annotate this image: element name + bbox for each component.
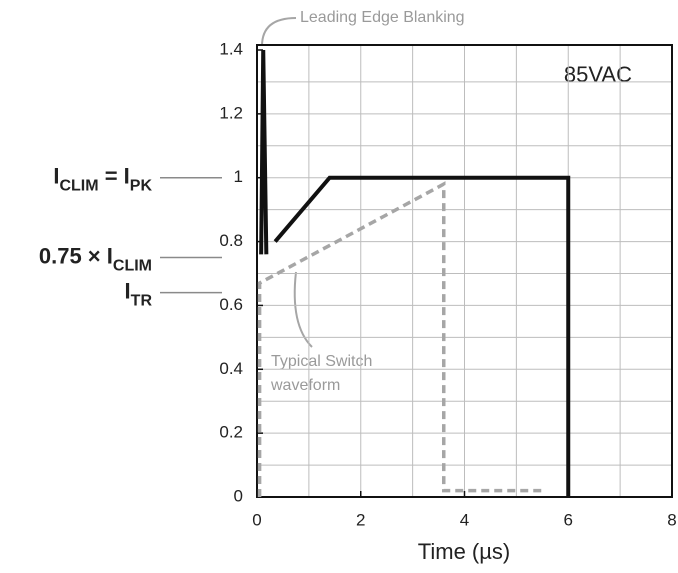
reference-label-part: 0.75 × I	[39, 243, 113, 268]
reference-label-part: PK	[130, 177, 153, 194]
y-tick-label: 1.2	[219, 103, 243, 122]
x-tick-label: 0	[252, 510, 261, 529]
series-line	[259, 49, 571, 497]
x-tick-label: 4	[460, 510, 469, 529]
reference-label: 0.75 × ICLIM	[39, 243, 152, 274]
y-tick-label: 1.4	[219, 39, 243, 58]
y-tick-label: 0.4	[219, 359, 243, 378]
reference-label-part: CLIM	[59, 177, 98, 194]
reference-label-part: = I	[99, 164, 130, 189]
switch-label: Typical Switch	[271, 353, 372, 370]
switch-label: waveform	[270, 377, 340, 394]
reference-label: ICLIM = IPK	[53, 164, 152, 195]
y-tick-label: 0.8	[219, 231, 243, 250]
reference-label-part: I	[125, 278, 131, 303]
x-tick-label: 2	[356, 510, 365, 529]
y-tick-label: 0.6	[219, 295, 243, 314]
switch-leader	[293, 271, 313, 348]
x-tick-label: 6	[564, 510, 573, 529]
condition-label: 85VAC	[564, 62, 632, 87]
blanking-leader	[261, 17, 297, 47]
series-line	[257, 181, 543, 497]
y-tick-label: 1	[234, 167, 243, 186]
reference-label-part: TR	[131, 292, 153, 309]
y-tick-label: 0	[234, 486, 243, 505]
reference-label-part: CLIM	[113, 257, 152, 274]
y-tick-label: 0.2	[219, 423, 243, 442]
blanking-label: Leading Edge Blanking	[300, 9, 465, 26]
reference-label: ITR	[125, 278, 153, 309]
x-axis-label: Time (µs)	[418, 539, 511, 564]
reference-label-part: I	[53, 164, 59, 189]
x-tick-label: 8	[667, 510, 676, 529]
